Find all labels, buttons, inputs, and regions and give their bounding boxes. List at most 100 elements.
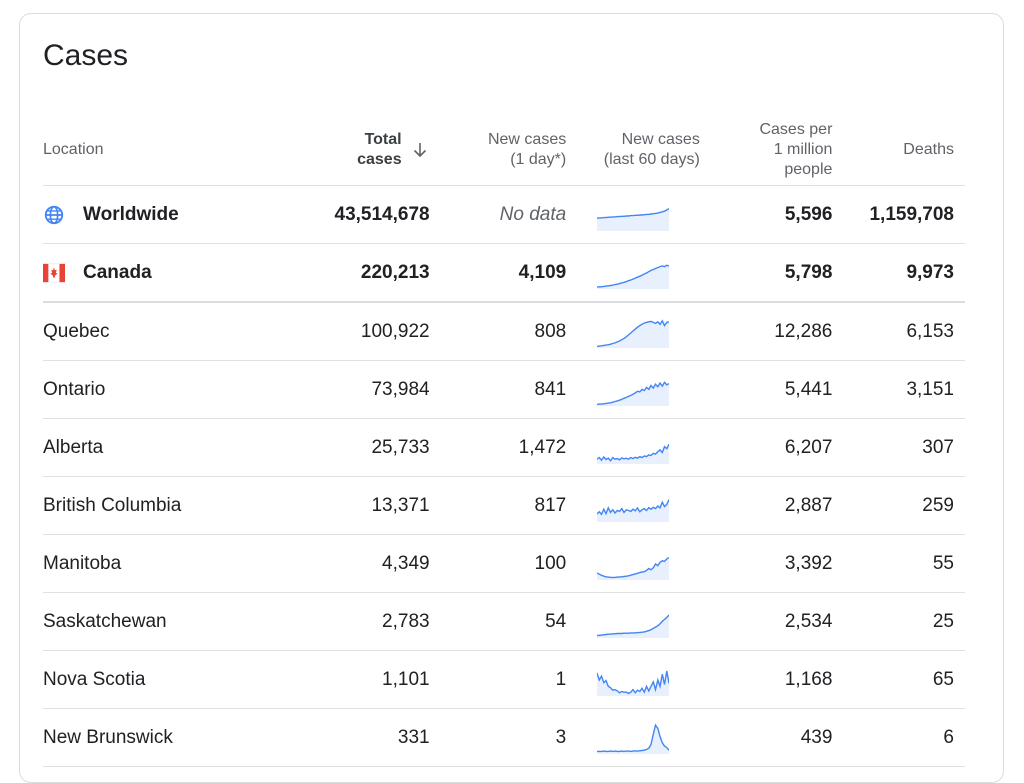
table-header-row: Location Total cases New cases [43, 114, 965, 186]
cases-table: Location Total cases New cases [43, 114, 965, 767]
total-cases-cell: 4,349 [285, 534, 430, 593]
header-total-line2: cases [357, 150, 402, 168]
trend-cell [566, 708, 700, 767]
sparkline-chart [597, 670, 670, 696]
sparkline-line [597, 670, 670, 694]
header-new-cases-60days: New cases (last 60 days) [566, 114, 700, 186]
sparkline-area [597, 557, 670, 580]
new-cases-cell: 3 [429, 708, 567, 767]
trend-cell [566, 185, 700, 244]
sparkline-line [597, 207, 670, 219]
sparkline-line [597, 614, 670, 636]
sparkline-area [597, 443, 670, 464]
sparkline-chart [597, 556, 670, 580]
card-title: Cases [43, 39, 129, 72]
new-cases-cell: 1 [429, 650, 567, 709]
location-cell: Worldwide [43, 185, 286, 244]
total-cases-cell: 331 [285, 708, 430, 767]
header-new1-line1: New cases [487, 130, 567, 148]
table-row[interactable]: Manitoba 4,349 100 3,392 55 [43, 534, 965, 593]
deaths-cell: 9,973 [832, 243, 965, 303]
trend-cell [566, 650, 700, 709]
sparkline-chart [597, 380, 670, 406]
location-name: British Columbia [43, 494, 182, 516]
sparkline-line [597, 723, 670, 752]
sparkline-area [597, 724, 670, 754]
header-new60-line2: (last 60 days) [603, 150, 700, 168]
table-row[interactable]: Worldwide 43,514,678 No data 5,596 1,159,708 [43, 185, 965, 244]
total-cases-cell: 13,371 [285, 476, 430, 535]
header-new1-line2: (1 day*) [510, 150, 567, 168]
location-cell: Ontario [43, 360, 286, 419]
deaths-cell: 3,151 [832, 360, 965, 419]
location-name: Ontario [43, 378, 106, 400]
location-cell: Nova Scotia [43, 650, 286, 709]
new-cases-cell: 841 [429, 360, 567, 419]
header-total-line1: Total [364, 130, 402, 148]
globe-icon [44, 205, 64, 224]
sparkline-line [597, 380, 670, 405]
per-million-cell: 5,596 [699, 185, 833, 244]
sparkline-chart [597, 443, 670, 464]
new-cases-cell: 817 [429, 476, 567, 535]
location-cell: British Columbia [43, 476, 286, 535]
header-new60-line1: New cases [621, 130, 700, 148]
per-million-cell: 5,798 [699, 243, 833, 303]
header-location-label: Location [43, 140, 104, 158]
sparkline-line [597, 264, 670, 288]
total-cases-cell: 1,101 [285, 650, 430, 709]
location-cell: Quebec [43, 302, 286, 361]
location-name: Worldwide [83, 203, 179, 225]
location-name: Alberta [43, 436, 104, 458]
new-cases-cell: 100 [429, 534, 567, 593]
header-total-cases[interactable]: Total cases [285, 114, 430, 186]
deaths-cell: 65 [832, 650, 965, 709]
sparkline-area [597, 614, 670, 638]
per-million-cell: 6,207 [699, 418, 833, 477]
header-permil-line3: people [784, 160, 833, 178]
sparkline-area [597, 320, 670, 348]
sparkline-line [597, 498, 670, 516]
deaths-cell: 6 [832, 708, 965, 767]
location-cell: Saskatchewan [43, 592, 286, 651]
table-row[interactable]: Saskatchewan 2,783 54 2,534 25 [43, 592, 965, 651]
header-location[interactable]: Location [43, 114, 286, 186]
location-cell: Manitoba [43, 534, 286, 593]
sparkline-line [597, 556, 670, 578]
sparkline-line [597, 443, 670, 462]
table-row[interactable]: New Brunswick 331 3 439 6 [43, 708, 965, 767]
total-cases-cell: 73,984 [285, 360, 430, 419]
sparkline-area [597, 499, 670, 522]
table-row[interactable]: British Columbia 13,371 817 2,887 259 [43, 476, 965, 535]
per-million-cell: 439 [699, 708, 833, 767]
sparkline-chart [597, 723, 670, 754]
new-cases-cell: 808 [429, 302, 567, 361]
per-million-cell: 2,887 [699, 476, 833, 535]
per-million-cell: 3,392 [699, 534, 833, 593]
table-row[interactable]: Canada 220,213 4,109 5,798 9,973 [43, 243, 965, 303]
new-cases-cell: No data [429, 185, 567, 244]
per-million-cell: 12,286 [699, 302, 833, 361]
deaths-cell: 259 [832, 476, 965, 535]
location-name: Quebec [43, 320, 110, 342]
header-deaths-label: Deaths [903, 140, 954, 158]
sparkline-chart [597, 614, 670, 638]
location-cell: Alberta [43, 418, 286, 477]
table-row[interactable]: Ontario 73,984 841 5,441 3,151 [43, 360, 965, 419]
table-row[interactable]: Alberta 25,733 1,472 6,207 307 [43, 418, 965, 477]
per-million-cell: 1,168 [699, 650, 833, 709]
deaths-cell: 6,153 [832, 302, 965, 361]
location-cell: Canada [43, 243, 286, 303]
header-deaths[interactable]: Deaths [832, 114, 965, 186]
deaths-cell: 25 [832, 592, 965, 651]
table-row[interactable]: Nova Scotia 1,101 1 1,168 65 [43, 650, 965, 709]
header-cases-per-million[interactable]: Cases per 1 million people [699, 114, 833, 186]
arrow-down-icon [413, 142, 426, 157]
table-row[interactable]: Quebec 100,922 808 12,286 6,153 [43, 302, 965, 361]
deaths-cell: 55 [832, 534, 965, 593]
total-cases-cell: 25,733 [285, 418, 430, 477]
per-million-cell: 5,441 [699, 360, 833, 419]
header-new-cases-1day[interactable]: New cases (1 day*) [429, 114, 567, 186]
location-name: Canada [83, 261, 152, 283]
sparkline-chart [597, 318, 670, 348]
